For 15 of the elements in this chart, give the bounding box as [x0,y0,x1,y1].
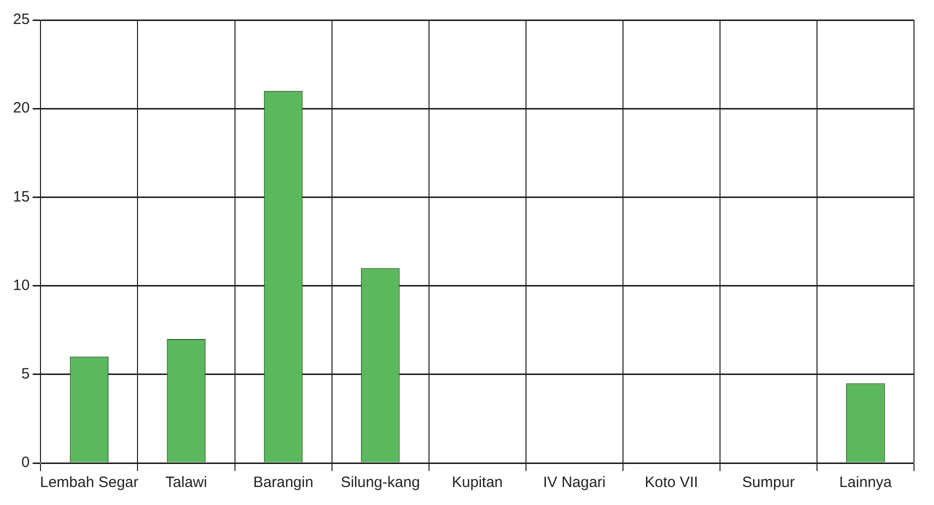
x-tick-label: Koto VII [644,474,698,492]
y-tick-label: 10 [12,276,30,294]
x-tick-label: Barangin [253,474,314,492]
y-tick-label: 5 [21,366,30,383]
x-tick-label: Lainnya [839,474,892,492]
x-tick-label: Silung-kang [340,474,420,492]
y-tick-label: 15 [12,188,30,206]
y-tick-label: 0 [21,454,30,472]
x-tick-label: Talawi [165,474,208,492]
y-tick-label: 20 [12,100,30,117]
x-tick-label: Kupitan [452,474,503,492]
x-tick-label: Sumpur [742,474,795,492]
x-tick-label: IV Nagari [543,474,606,492]
y-tick-label: 25 [12,11,30,28]
x-tick-label: Lembah Segar [40,474,138,492]
